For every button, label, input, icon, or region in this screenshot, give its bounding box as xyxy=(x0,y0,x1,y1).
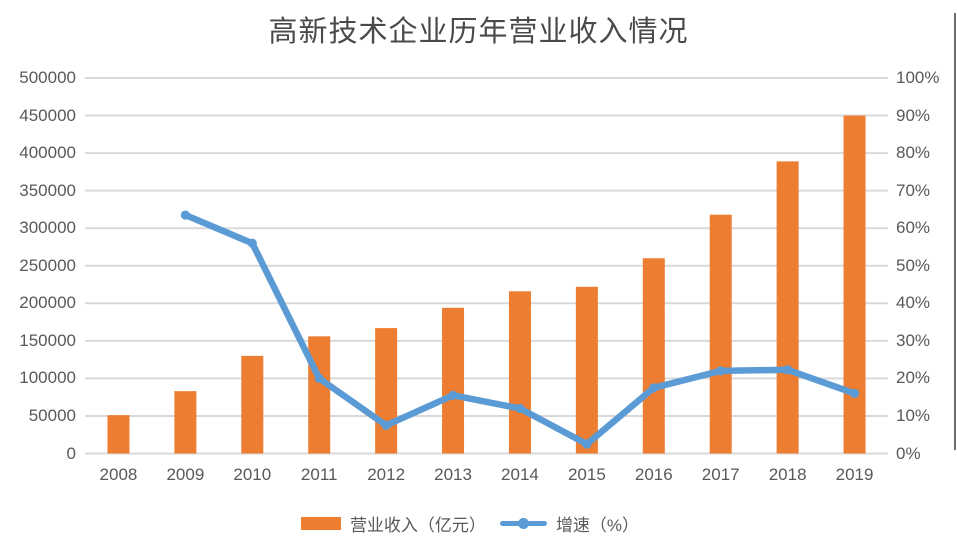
line-marker xyxy=(381,420,391,430)
bar xyxy=(709,214,732,454)
bar xyxy=(843,115,866,454)
legend: 营业收入（亿元） 增速（%） xyxy=(0,511,940,536)
line-marker xyxy=(247,238,257,248)
y-right-tick-label: 30% xyxy=(896,330,931,350)
x-tick-label: 2019 xyxy=(835,465,874,484)
y-left-tick-label: 450000 xyxy=(19,105,76,125)
y-right-tick-label: 10% xyxy=(896,405,931,425)
x-tick-label: 2012 xyxy=(367,465,406,484)
x-tick-label: 2010 xyxy=(233,465,272,484)
line-marker xyxy=(649,383,659,393)
legend-label-growth: 增速（%） xyxy=(555,516,640,535)
y-right-tick-label: 70% xyxy=(896,180,931,200)
y-left-tick-label: 50000 xyxy=(28,405,76,425)
y-left-tick-label: 0 xyxy=(66,443,76,463)
line-marker xyxy=(448,390,458,400)
chart-title: 高新技术企业历年营业收入情况 xyxy=(268,16,689,48)
x-tick-label: 2015 xyxy=(567,465,606,484)
y-left-tick-label: 200000 xyxy=(19,293,76,313)
y-right-tick-label: 40% xyxy=(896,293,931,313)
y-left-tick-label: 300000 xyxy=(19,218,76,238)
bar xyxy=(107,415,130,454)
line-marker xyxy=(180,210,190,220)
bar xyxy=(308,336,331,454)
x-tick-label: 2016 xyxy=(634,465,673,484)
bar xyxy=(776,161,799,454)
line-marker xyxy=(783,365,793,375)
bar xyxy=(174,391,197,454)
y-left-tick-label: 500000 xyxy=(19,68,76,87)
legend-item-revenue: 营业收入（亿元） xyxy=(300,511,486,536)
x-tick-label: 2009 xyxy=(166,465,205,484)
legend-item-growth: 增速（%） xyxy=(499,511,640,536)
y-left-tick-label: 350000 xyxy=(19,180,76,200)
x-tick-label: 2013 xyxy=(434,465,472,484)
line-marker xyxy=(314,373,324,383)
y-right-tick-label: 90% xyxy=(896,105,931,125)
bar-series-swatch-icon xyxy=(300,517,341,530)
x-tick-label: 2017 xyxy=(701,465,740,484)
bar xyxy=(375,328,398,454)
y-right-tick-label: 80% xyxy=(896,143,931,163)
y-right-tick-label: 50% xyxy=(896,255,931,275)
y-right-tick-label: 0% xyxy=(896,443,921,463)
y-left-tick-label: 400000 xyxy=(19,143,76,163)
bar xyxy=(508,291,531,454)
x-tick-label: 2018 xyxy=(768,465,807,484)
legend-label-revenue: 营业收入（亿元） xyxy=(349,516,486,535)
line-marker xyxy=(582,439,592,449)
x-tick-label: 2014 xyxy=(501,465,539,484)
y-left-tick-label: 150000 xyxy=(19,330,76,350)
y-right-tick-label: 60% xyxy=(896,218,931,238)
line-marker xyxy=(849,388,860,399)
x-tick-label: 2008 xyxy=(99,465,138,484)
line-marker xyxy=(716,366,726,376)
bar xyxy=(642,258,665,454)
line-marker xyxy=(515,403,525,414)
y-right-tick-label: 20% xyxy=(896,368,931,388)
y-right-tick-label: 100% xyxy=(896,68,940,87)
y-left-tick-label: 100000 xyxy=(19,368,76,388)
bar xyxy=(575,286,598,454)
bar xyxy=(442,307,465,454)
line-series-swatch-icon xyxy=(499,518,547,529)
bar xyxy=(241,355,264,454)
screen-edge-line xyxy=(954,13,956,450)
x-tick-label: 2011 xyxy=(300,465,338,484)
y-left-tick-label: 250000 xyxy=(19,255,76,275)
